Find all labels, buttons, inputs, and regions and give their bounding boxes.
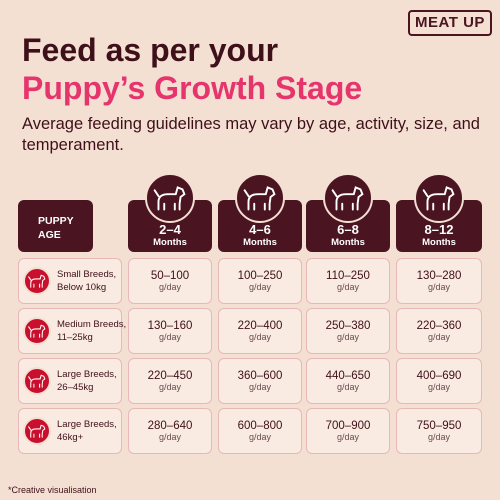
row-label-line: 26–45kg bbox=[57, 381, 94, 393]
amount-unit: g/day bbox=[158, 382, 182, 392]
age-unit: Months bbox=[422, 237, 456, 248]
dog-icon bbox=[23, 267, 51, 295]
amount-unit: g/day bbox=[248, 432, 272, 442]
table-cell: 220–400 g/day bbox=[218, 308, 302, 354]
row-label-line: Large Breeds, bbox=[57, 369, 117, 380]
table-cell: 250–380 g/day bbox=[306, 308, 390, 354]
amount-unit: g/day bbox=[248, 382, 272, 392]
age-unit: Months bbox=[331, 237, 365, 248]
amount: 400–690 bbox=[416, 370, 462, 382]
table-cell: 750–950 g/day bbox=[396, 408, 482, 454]
amount: 250–380 bbox=[325, 320, 371, 332]
amount: 110–250 bbox=[326, 270, 370, 282]
title-line: Feed as per your bbox=[22, 32, 279, 68]
amount: 130–280 bbox=[416, 270, 462, 282]
table-cell: 700–900 g/day bbox=[306, 408, 390, 454]
table-cell: 280–640 g/day bbox=[128, 408, 212, 454]
row-label-line: 11–25kg bbox=[57, 331, 93, 343]
amount: 750–950 bbox=[416, 420, 462, 432]
table-cell: 220–360 g/day bbox=[396, 308, 482, 354]
amount: 440–650 bbox=[325, 370, 371, 382]
table-cell: 50–100 g/day bbox=[128, 258, 212, 304]
amount-unit: g/day bbox=[427, 282, 451, 292]
table-cell: 100–250 g/day bbox=[218, 258, 302, 304]
table-cell: 130–280 g/day bbox=[396, 258, 482, 304]
amount-unit: g/day bbox=[427, 382, 451, 392]
amount: 280–640 bbox=[147, 420, 193, 432]
amount-unit: g/day bbox=[427, 332, 451, 342]
amount-unit: g/day bbox=[248, 332, 272, 342]
amount: 50–100 bbox=[150, 270, 190, 282]
table-cell: 440–650 g/day bbox=[306, 358, 390, 404]
table-cell: 600–800 g/day bbox=[218, 408, 302, 454]
amount-unit: g/day bbox=[336, 432, 360, 442]
age-unit: Months bbox=[153, 237, 187, 248]
subtitle: Average feeding guidelines may vary by a… bbox=[22, 115, 480, 154]
footnote: *Creative visualisation bbox=[8, 485, 97, 495]
amount: 360–600 bbox=[237, 370, 283, 382]
age-unit: Months bbox=[243, 237, 277, 248]
amount: 220–400 bbox=[237, 320, 283, 332]
dog-icon bbox=[323, 173, 373, 223]
amount-unit: g/day bbox=[336, 332, 360, 342]
dog-icon bbox=[145, 173, 195, 223]
amount: 700–900 bbox=[325, 420, 371, 432]
table-cell: 130–160 g/day bbox=[128, 308, 212, 354]
amount-unit: g/day bbox=[248, 282, 272, 292]
brand-logo: MEAT UP bbox=[408, 10, 492, 36]
table-cell: 400–690 g/day bbox=[396, 358, 482, 404]
table-cell: 110–250 g/day bbox=[306, 258, 390, 304]
title-line: Puppy’s Growth Stage bbox=[22, 70, 363, 106]
amount-unit: g/day bbox=[427, 432, 451, 442]
dog-icon bbox=[414, 173, 464, 223]
dog-icon bbox=[23, 417, 51, 445]
age-range: 4–6 bbox=[249, 222, 271, 237]
amount-unit: g/day bbox=[336, 382, 360, 392]
dog-icon bbox=[23, 317, 51, 345]
dog-icon bbox=[235, 173, 285, 223]
amount: 130–160 bbox=[147, 320, 193, 332]
amount-unit: g/day bbox=[158, 282, 182, 292]
amount: 600–800 bbox=[237, 420, 283, 432]
row-label-line: Below 10kg bbox=[57, 281, 107, 293]
corner-header: PUPPY AGE bbox=[18, 200, 93, 252]
age-range: 8–12 bbox=[424, 222, 454, 237]
row-label-line: 46kg+ bbox=[57, 431, 84, 443]
row-label-line: Large Breeds, bbox=[57, 419, 117, 430]
amount-unit: g/day bbox=[158, 332, 182, 342]
amount: 220–450 bbox=[147, 370, 193, 382]
table-cell: 360–600 g/day bbox=[218, 358, 302, 404]
age-range: 6–8 bbox=[337, 222, 359, 237]
row-label-line: Medium Breeds, bbox=[57, 319, 127, 330]
amount-unit: g/day bbox=[158, 432, 182, 442]
amount: 220–360 bbox=[416, 320, 462, 332]
table-cell: 220–450 g/day bbox=[128, 358, 212, 404]
amount: 100–250 bbox=[237, 270, 283, 282]
dog-icon bbox=[23, 367, 51, 395]
amount-unit: g/day bbox=[336, 282, 360, 292]
row-label-line: Small Breeds, bbox=[57, 269, 117, 280]
age-range: 2–4 bbox=[159, 222, 181, 237]
